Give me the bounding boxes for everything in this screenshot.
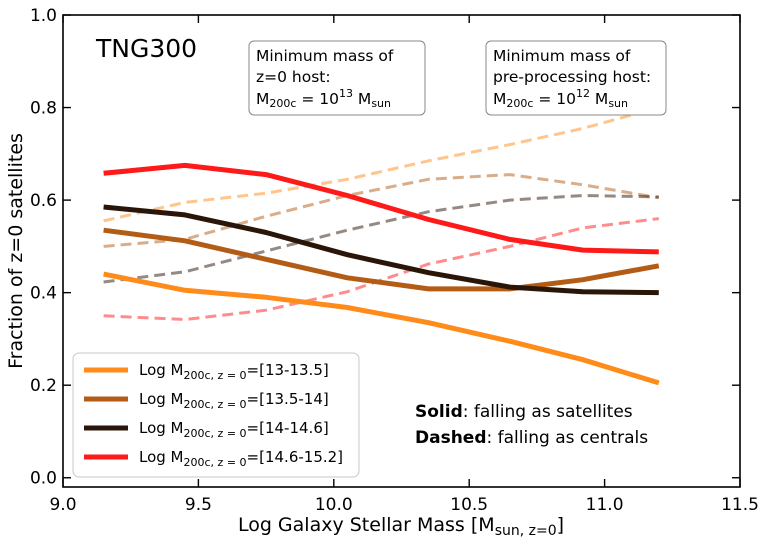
svg-text:M200c = 1012 Msun: M200c = 1012 Msun: [493, 87, 628, 110]
legend-label-2: Log M200c, z = 0=[14-14.6]: [139, 419, 329, 440]
y-axis-ticks: 0.0 0.2 0.4 0.6 0.8 1.0: [30, 6, 740, 489]
x-tick-label-3: 10.5: [450, 495, 488, 515]
solid-line-explanation: Solid: falling as satellites: [415, 402, 633, 422]
svg-text:Minimum mass of: Minimum mass of: [493, 47, 631, 65]
x-axis-label: Log Galaxy Stellar Mass [Msun, z=0]: [238, 514, 564, 539]
host-mass-annotation: Minimum mass of z=0 host: M200c = 1013 M…: [248, 40, 426, 116]
x-tick-label-5: 11.5: [721, 495, 759, 515]
y-tick-label-0: 0.0: [30, 469, 57, 489]
series-1-dashed-line: [103, 173, 660, 248]
series-0-solid-line: [103, 271, 660, 386]
series-2-dashed-line: [103, 193, 659, 284]
x-tick-label-4: 11.0: [586, 495, 624, 515]
y-tick-label-5: 1.0: [30, 6, 57, 26]
legend-label-1: Log M200c, z = 0=[13.5-14]: [139, 390, 329, 411]
x-tick-label-0: 9.0: [49, 495, 76, 515]
y-tick-label-3: 0.6: [30, 191, 57, 211]
series-1-solid-line: [103, 227, 660, 292]
y-tick-label-2: 0.4: [30, 284, 57, 304]
legend-label-0: Log M200c, z = 0=[13-13.5]: [139, 361, 329, 382]
plot-frame: [62, 14, 741, 488]
legend-frame: [72, 352, 360, 478]
series-2-solid-line: [103, 204, 659, 296]
svg-text:pre-processing host:: pre-processing host:: [493, 68, 651, 86]
y-axis-label: Fraction of z=0 satellites: [5, 133, 27, 369]
solid-series-layer: [103, 162, 660, 386]
legend-label-3: Log M200c, z = 0=[14.6-15.2]: [139, 448, 343, 469]
series-3-dashed-line: [103, 217, 659, 322]
preprocessing-mass-annotation: Minimum mass of pre-processing host: M20…: [485, 40, 667, 116]
legend: Log M200c, z = 0=[13-13.5] Log M200c, z =…: [72, 352, 360, 478]
dashed-series-layer: [103, 106, 660, 322]
panel-title: TNG300: [95, 34, 197, 63]
x-tick-label-2: 10.0: [315, 495, 353, 515]
series-3-solid-line: [103, 162, 659, 255]
x-tick-label-1: 9.5: [185, 495, 212, 515]
y-tick-label-4: 0.8: [30, 99, 57, 119]
svg-text:z=0 host:: z=0 host:: [256, 68, 331, 86]
y-tick-label-1: 0.2: [30, 376, 57, 396]
series-0-dashed-line: [103, 106, 660, 223]
svg-text:M200c = 1013 Msun: M200c = 1013 Msun: [256, 87, 391, 110]
svg-text:Minimum mass of: Minimum mass of: [256, 47, 394, 65]
dashed-line-explanation: Dashed: falling as centrals: [415, 428, 648, 448]
x-axis-ticks: 9.0 9.5 10.0 10.5 11.0 11.5: [49, 15, 759, 515]
